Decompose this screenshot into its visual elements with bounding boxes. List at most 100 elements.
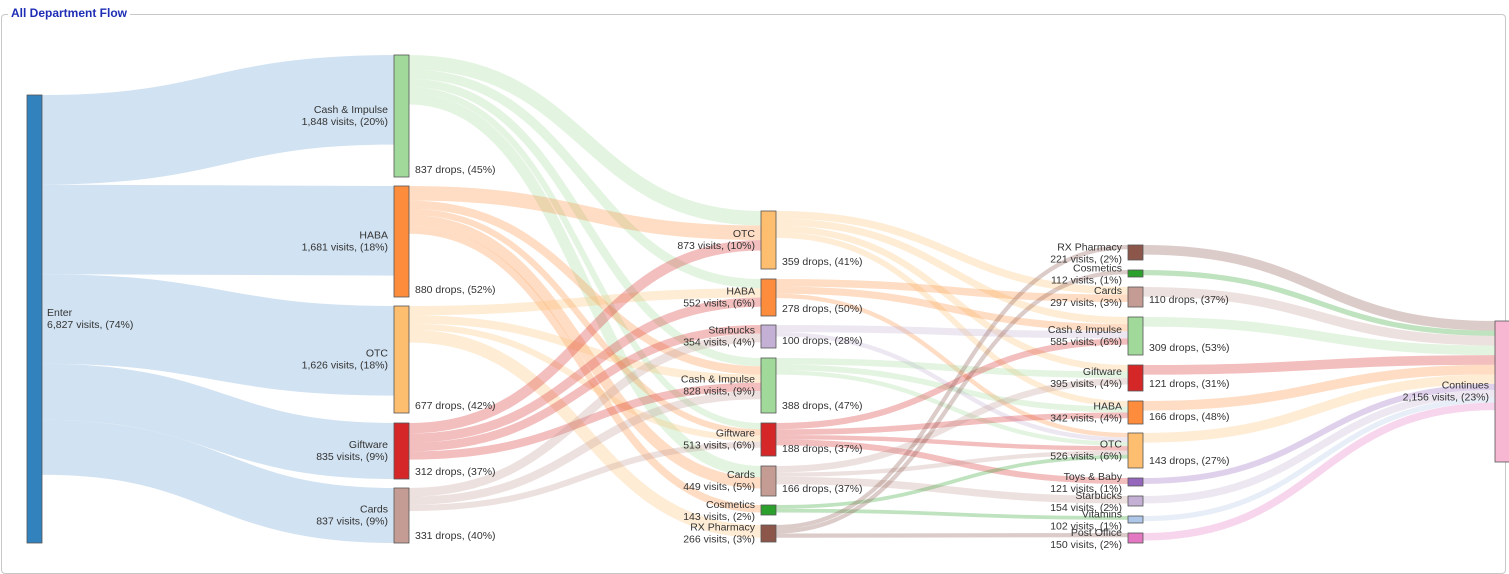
- flow-link-s2-gift-to-s3-toys[interactable]: [775, 439, 1129, 484]
- node-visits-s2-otc: 873 visits, (10%): [677, 240, 755, 252]
- flow-link-s1-haba-to-s2-cosm[interactable]: [408, 226, 762, 513]
- flow-link-s3-cash-to-cont[interactable]: [1142, 317, 1496, 356]
- flow-link-s1-otc-to-s2-rx[interactable]: [408, 329, 762, 538]
- flow-link-enter-to-s1-gift[interactable]: [41, 363, 395, 479]
- flow-link-s2-cash-to-s3-gift[interactable]: [775, 358, 1129, 378]
- flow-link-s2-star-to-s3-otc[interactable]: [775, 332, 1129, 442]
- node-visits-s1-cash: 1,848 visits, (20%): [302, 116, 388, 128]
- node-s3-rx[interactable]: [1127, 244, 1144, 261]
- flow-link-s2-cosm-to-s3-vit[interactable]: [775, 508, 1129, 520]
- node-s2-haba[interactable]: [760, 278, 777, 317]
- node-visits-s3-cards: 297 visits, (3%): [1050, 297, 1122, 309]
- node-s3-cosm[interactable]: [1127, 269, 1144, 278]
- flow-link-s1-gift-to-s2-haba[interactable]: [408, 297, 762, 443]
- flow-link-s2-rx-to-s3-rx[interactable]: [775, 245, 1129, 530]
- node-s2-rx[interactable]: [760, 524, 777, 543]
- node-visits-s3-vit: 102 visits, (1%): [1050, 521, 1122, 533]
- node-visits-s2-haba: 552 visits, (6%): [683, 298, 755, 310]
- flow-link-s1-cash-to-s2-gift[interactable]: [408, 87, 762, 430]
- flow-link-s2-haba-to-s3-cards[interactable]: [775, 279, 1129, 302]
- flow-link-enter-to-s1-haba[interactable]: [41, 184, 395, 276]
- flow-link-s3-haba-to-cont[interactable]: [1142, 364, 1496, 411]
- node-s2-gift[interactable]: [760, 422, 777, 457]
- node-visits-s3-haba: 342 visits, (4%): [1050, 413, 1122, 425]
- flow-link-s1-cash-to-s2-cash[interactable]: [408, 78, 762, 367]
- flow-link-s2-otc-to-s3-haba[interactable]: [775, 232, 1129, 407]
- flow-link-s1-haba-to-s2-cash[interactable]: [408, 200, 762, 375]
- node-s3-cash[interactable]: [1127, 316, 1144, 356]
- flow-link-s3-otc-to-cont[interactable]: [1142, 374, 1496, 443]
- flow-link-s3-post-to-cont[interactable]: [1142, 402, 1496, 541]
- flow-link-s2-star-to-s3-cash[interactable]: [775, 325, 1129, 339]
- flow-link-s1-gift-to-s2-cash[interactable]: [408, 382, 762, 460]
- flow-link-s2-haba-to-s3-cash[interactable]: [775, 286, 1129, 332]
- flow-link-enter-to-s1-cards[interactable]: [41, 419, 395, 543]
- flow-link-s3-toys-to-cont[interactable]: [1142, 383, 1496, 484]
- flow-link-s2-cash-to-s3-otc[interactable]: [775, 370, 1129, 447]
- node-s2-cards[interactable]: [760, 465, 777, 497]
- flow-link-s1-otc-to-s2-haba[interactable]: [408, 288, 762, 316]
- flow-link-s3-vit-to-cont[interactable]: [1142, 397, 1496, 522]
- flow-link-s3-cards-to-cont[interactable]: [1142, 287, 1496, 346]
- node-s2-star[interactable]: [760, 324, 777, 349]
- node-label-s3-cards: Cards: [1094, 285, 1122, 297]
- node-label-s3-cash: Cash & Impulse: [1048, 324, 1122, 336]
- flow-link-enter-to-s1-cash[interactable]: [41, 55, 395, 185]
- flow-link-s1-otc-to-s2-cash[interactable]: [408, 315, 762, 383]
- flow-link-s3-star-to-cont[interactable]: [1142, 389, 1496, 504]
- flow-link-s1-cards-to-s2-gift[interactable]: [408, 441, 762, 512]
- node-s2-otc[interactable]: [760, 210, 777, 270]
- node-s3-otc[interactable]: [1127, 432, 1144, 469]
- node-visits-s1-otc: 1,626 visits, (18%): [302, 360, 388, 372]
- flow-link-s1-cards-to-s2-star[interactable]: [408, 333, 762, 497]
- node-cont[interactable]: [1494, 320, 1509, 463]
- node-enter[interactable]: [26, 94, 43, 544]
- flow-link-s2-cards-to-s3-star[interactable]: [775, 476, 1129, 504]
- flow-link-s2-haba-to-s3-otc[interactable]: [775, 293, 1129, 438]
- node-s3-star[interactable]: [1127, 495, 1144, 507]
- flow-link-s1-gift-to-s2-otc[interactable]: [408, 240, 762, 434]
- flow-link-s1-haba-to-s2-gift[interactable]: [408, 208, 762, 436]
- node-label-s3-post: Post Office: [1071, 527, 1122, 539]
- node-label-enter: Enter: [47, 307, 73, 319]
- flow-link-s2-gift-to-s3-cash[interactable]: [775, 338, 1129, 430]
- flow-link-s3-rx-to-cont[interactable]: [1142, 245, 1496, 331]
- node-s3-post[interactable]: [1127, 532, 1144, 544]
- node-s3-vit[interactable]: [1127, 515, 1144, 524]
- flow-link-s1-cash-to-s2-otc[interactable]: [408, 55, 762, 226]
- flow-link-s1-cash-to-s2-cards[interactable]: [408, 93, 762, 478]
- node-s3-haba[interactable]: [1127, 400, 1144, 425]
- flow-link-s2-cards-to-s3-gift[interactable]: [775, 378, 1129, 473]
- flow-link-s3-gift-to-cont[interactable]: [1142, 355, 1496, 375]
- flow-link-s1-cards-to-s2-cash[interactable]: [408, 391, 762, 505]
- flow-link-s2-cosm-to-s3-otc[interactable]: [775, 454, 1129, 509]
- flow-link-s2-cash-to-s3-haba[interactable]: [775, 364, 1129, 413]
- flow-link-s2-gift-to-s3-haba[interactable]: [775, 412, 1129, 435]
- flow-link-s2-otc-to-s3-gift[interactable]: [775, 225, 1129, 372]
- flow-link-s2-otc-to-s3-cards[interactable]: [775, 211, 1129, 295]
- flow-link-s1-gift-to-s2-star[interactable]: [408, 325, 762, 452]
- node-s1-gift[interactable]: [393, 422, 410, 480]
- node-s1-cash[interactable]: [393, 54, 410, 178]
- flow-link-s1-otc-to-s2-gift[interactable]: [408, 323, 762, 442]
- flow-link-s2-otc-to-s3-cash[interactable]: [775, 218, 1129, 325]
- node-s2-cash[interactable]: [760, 357, 777, 414]
- flow-link-s1-haba-to-s2-cards[interactable]: [408, 214, 762, 489]
- flow-link-enter-to-s1-otc[interactable]: [41, 274, 395, 396]
- flow-link-s2-gift-to-s3-otc[interactable]: [775, 434, 1129, 451]
- node-label-s2-cosm: Cosmetics: [706, 499, 755, 511]
- flow-link-s3-cosm-to-cont[interactable]: [1142, 270, 1496, 336]
- node-s1-haba[interactable]: [393, 185, 410, 298]
- flow-link-s2-cards-to-s3-otc[interactable]: [775, 450, 1129, 477]
- node-s3-cards[interactable]: [1127, 286, 1144, 308]
- node-s3-toys[interactable]: [1127, 477, 1144, 487]
- flow-link-s1-haba-to-s2-otc[interactable]: [408, 186, 762, 240]
- node-s1-cards[interactable]: [393, 487, 410, 544]
- flow-link-s2-rx-to-s3-post[interactable]: [775, 533, 1129, 538]
- node-s1-otc[interactable]: [393, 305, 410, 414]
- node-label-s3-vit: Vitamins: [1082, 509, 1122, 521]
- flow-link-s2-rx-to-s3-cosm[interactable]: [775, 270, 1129, 534]
- node-s3-gift[interactable]: [1127, 364, 1144, 392]
- node-s2-cosm[interactable]: [760, 504, 777, 516]
- flow-link-s1-cash-to-s2-haba[interactable]: [408, 69, 762, 289]
